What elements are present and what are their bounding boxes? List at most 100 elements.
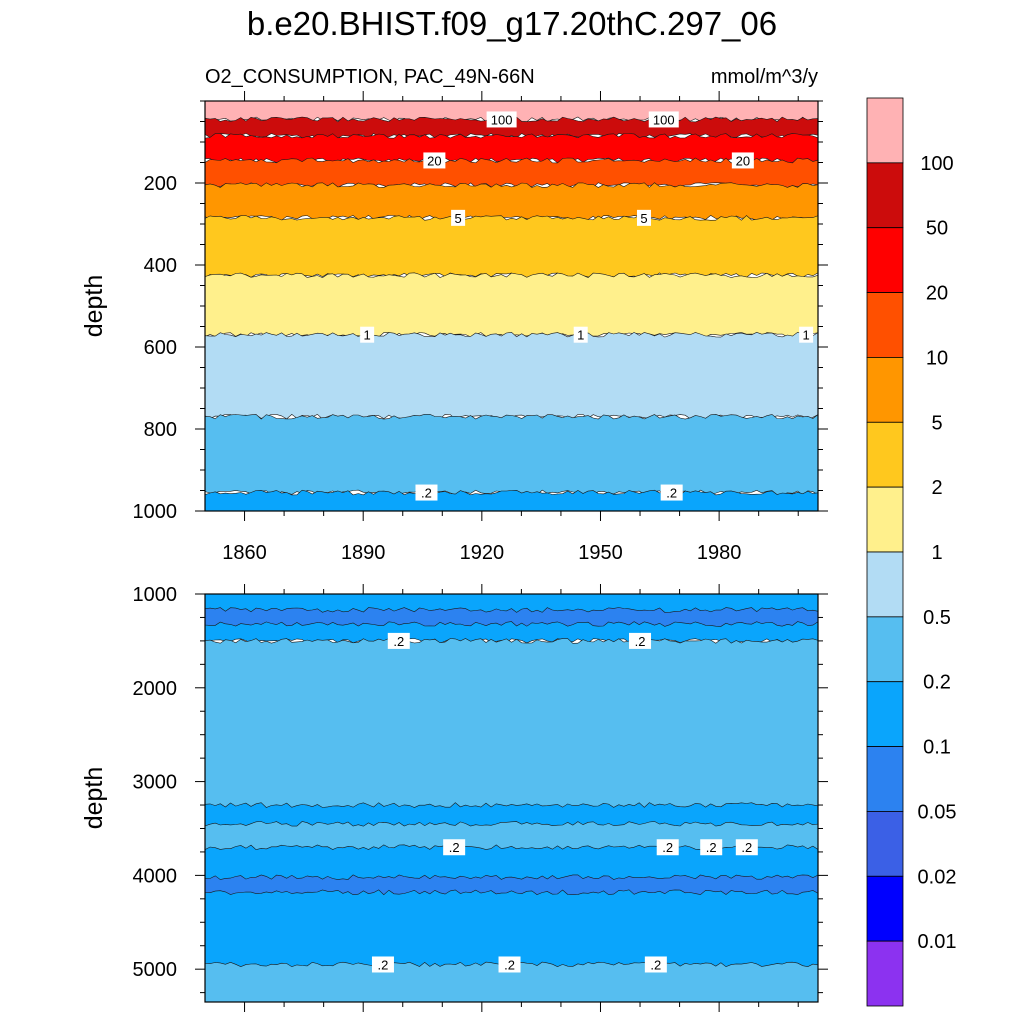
y-tick-label: 200	[144, 173, 177, 195]
contour-label: 1	[803, 328, 810, 343]
colorbar-label: 50	[926, 218, 948, 240]
plot-frame	[204, 593, 819, 1003]
colorbar-swatch	[866, 486, 904, 553]
panel-subtitle-right: mmol/m^3/y	[711, 66, 818, 88]
contour-band	[205, 272, 818, 338]
y-tick-label: 800	[144, 419, 177, 441]
figure-title: b.e20.BHIST.f09_g17.20thC.297_06	[247, 5, 777, 42]
contour-label-box	[636, 209, 651, 226]
contour-label: .2	[378, 957, 389, 972]
colorbar: 100 50 20 10 5 2 1 0.5 0.2 0.1 0.05 0.02 0.01	[866, 97, 957, 1007]
contour-label-box	[660, 484, 683, 501]
colorbar-swatch	[866, 681, 904, 747]
contour-band	[205, 413, 818, 496]
colorbar-swatch	[866, 162, 904, 229]
colorbar-swatch	[866, 940, 904, 1007]
colorbar-swatch	[866, 811, 904, 877]
contour-label-box	[700, 839, 723, 856]
colorbar-swatch	[866, 421, 904, 488]
colorbar-swatch	[866, 551, 904, 618]
colorbar-label: 0.05	[918, 801, 957, 823]
contour-label: .2	[504, 957, 515, 972]
contour-label-box	[735, 839, 758, 856]
contour-label: .2	[449, 840, 460, 855]
colorbar-label: 100	[920, 153, 953, 175]
contour-band	[205, 182, 818, 221]
contour-label: 1	[577, 328, 584, 343]
contour-band	[205, 802, 818, 827]
contour-label-box	[629, 632, 652, 649]
colorbar-label: 10	[926, 347, 948, 369]
colorbar-label: 0.2	[923, 672, 951, 694]
colorbar-swatch	[866, 616, 904, 683]
contour-label-box	[731, 152, 754, 169]
y-tick-label: 1000	[133, 584, 178, 606]
contour-band	[205, 489, 818, 511]
contour-band	[205, 607, 818, 627]
colorbar-swatch	[866, 227, 904, 293]
contour-label: .2	[650, 957, 661, 972]
contour-label-box	[387, 632, 410, 649]
y-tick-label: 2000	[133, 678, 178, 700]
contour-label: .2	[741, 840, 752, 855]
colorbar-label: 0.5	[923, 607, 951, 629]
contour-label: 20	[427, 153, 441, 168]
contour-band	[205, 215, 818, 278]
contour-label-box	[360, 326, 375, 343]
contour-label-box	[644, 956, 667, 973]
contour-label-box	[443, 839, 466, 856]
contour-label-box	[573, 326, 588, 343]
y-tick-label: 400	[144, 255, 177, 277]
colorbar-swatch	[866, 746, 904, 812]
contour-label: 100	[653, 112, 675, 127]
contour-label-box	[799, 326, 814, 343]
y-tick-label: 1000	[133, 501, 178, 523]
contour-label: .2	[421, 486, 432, 501]
contour-label: 5	[454, 211, 461, 226]
colorbar-swatch	[866, 292, 904, 358]
upper-contour-panel: 100 100 20 20 5 5 1 1 1 .2 .2 200 400 600 800 1000 1860 1…	[80, 91, 828, 564]
y-axis-label: depth	[80, 275, 108, 338]
colorbar-label: 5	[931, 412, 942, 434]
colorbar-label: 0.1	[923, 737, 951, 759]
panel-subtitle-left: O2_CONSUMPTION, PAC_49N-66N	[205, 66, 535, 88]
contour-label: .2	[666, 486, 677, 501]
y-tick-label: 3000	[133, 772, 178, 794]
colorbar-label: 1	[931, 542, 942, 564]
colorbar-label: 0.02	[918, 866, 957, 888]
contour-label: 100	[491, 112, 513, 127]
contour-label: .2	[393, 634, 404, 649]
x-tick-label: 1890	[341, 542, 386, 564]
contour-label: .2	[662, 840, 673, 855]
contour-label-box	[415, 484, 438, 501]
y-tick-label: 5000	[133, 959, 178, 981]
contour-label-box	[648, 111, 679, 128]
x-tick-label: 1920	[460, 542, 505, 564]
contour-label: 20	[736, 153, 750, 168]
contour-label-box	[371, 956, 394, 973]
contour-label-box	[498, 956, 521, 973]
contour-label-box	[656, 839, 679, 856]
colorbar-label: 0.01	[918, 931, 957, 953]
lower-contour-panel: .2 .2 .2 .2 .2 .2 .2 .2 .2 1000 2000 3000 4000 5000 de…	[80, 584, 828, 1012]
contour-band	[205, 331, 818, 420]
contour-band	[205, 874, 818, 896]
colorbar-label: 2	[931, 477, 942, 499]
contour-label-box	[423, 152, 446, 169]
colorbar-swatch	[866, 97, 904, 164]
y-axis-label: depth	[80, 767, 108, 830]
contour-label: .2	[706, 840, 717, 855]
contour-label: 5	[640, 211, 647, 226]
contour-band	[205, 133, 818, 164]
x-tick-label: 1860	[222, 542, 267, 564]
colorbar-swatch	[866, 875, 904, 942]
x-tick-label: 1950	[578, 542, 623, 564]
colorbar-label: 20	[926, 283, 948, 305]
contour-label: 1	[364, 328, 371, 343]
x-tick-label: 1980	[697, 542, 742, 564]
contour-label-box	[451, 209, 466, 226]
contour-band	[205, 844, 818, 968]
contour-label-box	[486, 111, 517, 128]
colorbar-swatch	[866, 357, 904, 423]
